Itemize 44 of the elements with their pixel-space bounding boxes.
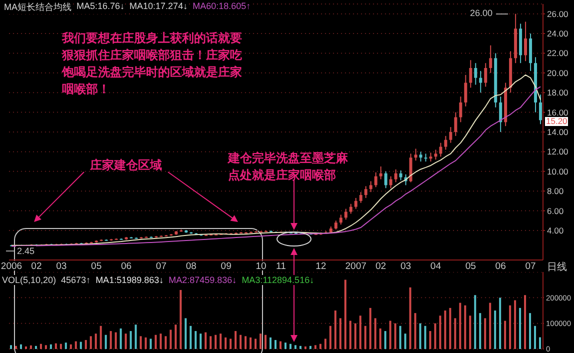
x-tick-label: 03 bbox=[56, 261, 67, 272]
annotation: MA10:17.274↓ bbox=[130, 1, 188, 14]
x-tick-label: 2007 bbox=[345, 261, 366, 272]
annotation: 2.45 bbox=[16, 246, 36, 257]
annotation: MA5:16.76↓ bbox=[76, 1, 125, 14]
y-tick-label: 8.00 bbox=[547, 186, 564, 196]
y-tick-label: 16.00 bbox=[547, 107, 569, 118]
annotation: 建仓完毕洗盘至墨芝麻点处就是庄家咽喉部 bbox=[228, 150, 349, 184]
annotation: MA2:87459.836↓ bbox=[168, 275, 237, 285]
x-tick-label: 07 bbox=[156, 261, 167, 272]
x-axis-title: 日线 bbox=[547, 260, 567, 274]
x-tick-label: 07 bbox=[525, 261, 536, 272]
annotation: 15.20 bbox=[545, 116, 568, 126]
y-tick-label: 26.00 bbox=[547, 8, 569, 19]
y-tick-label: 24.00 bbox=[547, 28, 569, 39]
y-tick-label: 18.00 bbox=[547, 88, 569, 98]
y-tick-label: 22.00 bbox=[547, 48, 569, 58]
annotation: MA3:112894.516↓ bbox=[242, 275, 314, 285]
annotation: MA60:18.605↑ bbox=[192, 1, 251, 14]
y-tick-label: 14.00 bbox=[547, 127, 569, 138]
annotation: MA短长结合均线 bbox=[4, 1, 72, 14]
x-tick-label: 12 bbox=[316, 261, 326, 272]
x-tick-label: 06 bbox=[495, 261, 506, 272]
annotation: 我们要想在庄股身上获利的话就要狠狠抓住庄家咽喉部狙击！庄家吃饱喝足洗盘完毕时的区域就是庄家咽喉部！ bbox=[62, 30, 243, 98]
annotation: VOL(5,10,20) bbox=[2, 275, 56, 285]
y-tick-label: 20.00 bbox=[547, 68, 569, 78]
y-tick-label: 4.00 bbox=[547, 225, 564, 236]
annotation: 26.00 bbox=[469, 8, 494, 19]
y-tick-label: 10.00 bbox=[547, 166, 569, 176]
y-tick-label: 6.00 bbox=[547, 206, 564, 216]
x-tick-label: 03 bbox=[400, 261, 412, 272]
x-tick-label: 06 bbox=[120, 261, 132, 272]
x-tick-label: 02 bbox=[376, 261, 386, 272]
y-tick-label: 12.00 bbox=[547, 146, 569, 157]
x-tick-label: 11 bbox=[276, 261, 286, 272]
annotation: MA1:51989.863↓ bbox=[96, 275, 164, 285]
x-tick-label: 08 bbox=[186, 261, 196, 272]
x-tick-label: 05 bbox=[91, 261, 102, 272]
annotation: 庄家建仓区域 bbox=[90, 157, 163, 174]
x-tick-label: 04 bbox=[430, 261, 441, 272]
annotation: 45673↑ bbox=[61, 275, 91, 285]
x-tick-label: 05 bbox=[465, 261, 476, 272]
x-tick-label: 09 bbox=[220, 261, 232, 272]
x-tick-label: 02 bbox=[31, 261, 42, 272]
